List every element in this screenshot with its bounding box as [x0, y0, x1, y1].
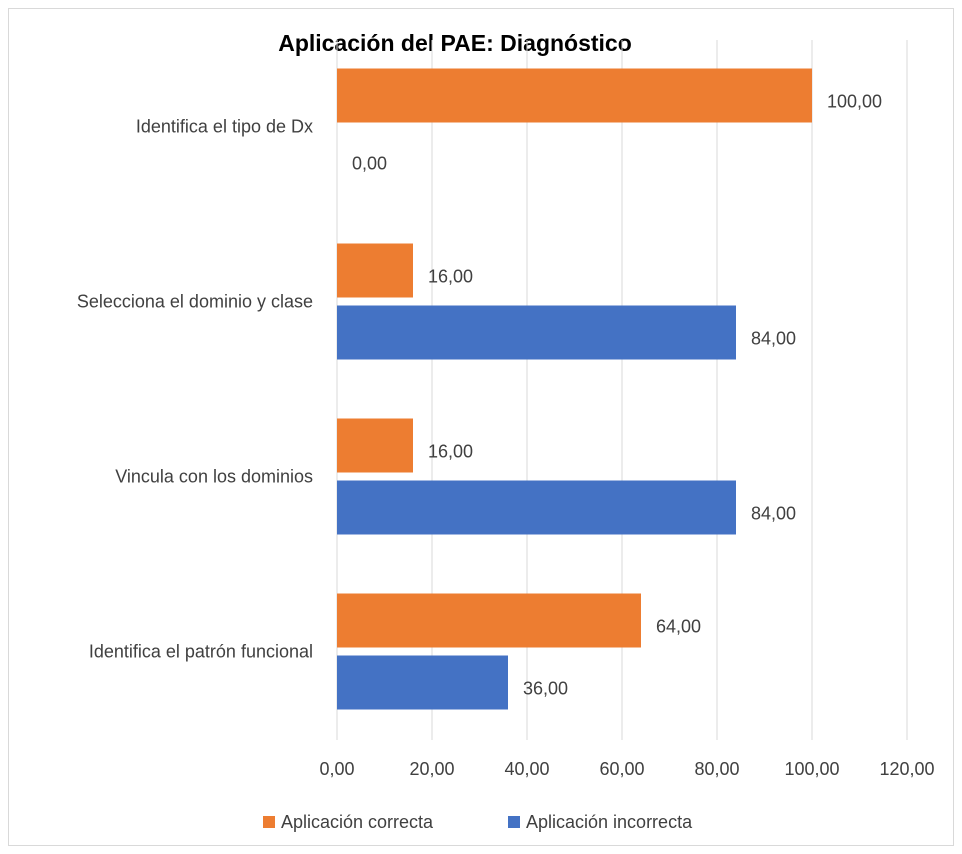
y-tick-label: Identifica el patrón funcional — [89, 641, 313, 661]
bar — [337, 305, 736, 360]
x-tick-label: 0,00 — [319, 759, 354, 779]
bar — [337, 480, 736, 535]
legend-swatch — [263, 816, 275, 828]
legend-label: Aplicación correcta — [281, 812, 434, 832]
x-tick-label: 80,00 — [694, 759, 739, 779]
y-tick-label: Vincula con los dominios — [115, 466, 313, 486]
data-label: 16,00 — [428, 441, 473, 461]
x-tick-label: 20,00 — [409, 759, 454, 779]
bar — [337, 655, 508, 710]
chart-title: Aplicación del PAE: Diagnóstico — [278, 30, 632, 56]
bar — [337, 418, 413, 473]
bar — [337, 593, 641, 648]
legend-label: Aplicación incorrecta — [526, 812, 693, 832]
y-tick-label: Identifica el tipo de Dx — [136, 116, 313, 136]
y-tick-label: Selecciona el dominio y clase — [77, 291, 313, 311]
bar — [337, 68, 812, 123]
data-label: 36,00 — [523, 678, 568, 698]
data-label: 100,00 — [827, 91, 882, 111]
legend-swatch — [508, 816, 520, 828]
data-label: 84,00 — [751, 328, 796, 348]
data-label: 84,00 — [751, 503, 796, 523]
x-tick-label: 100,00 — [784, 759, 839, 779]
x-tick-label: 60,00 — [599, 759, 644, 779]
data-label: 16,00 — [428, 266, 473, 286]
bar — [337, 243, 413, 298]
x-tick-label: 120,00 — [879, 759, 934, 779]
x-tick-label: 40,00 — [504, 759, 549, 779]
data-label: 64,00 — [656, 616, 701, 636]
data-label: 0,00 — [352, 153, 387, 173]
